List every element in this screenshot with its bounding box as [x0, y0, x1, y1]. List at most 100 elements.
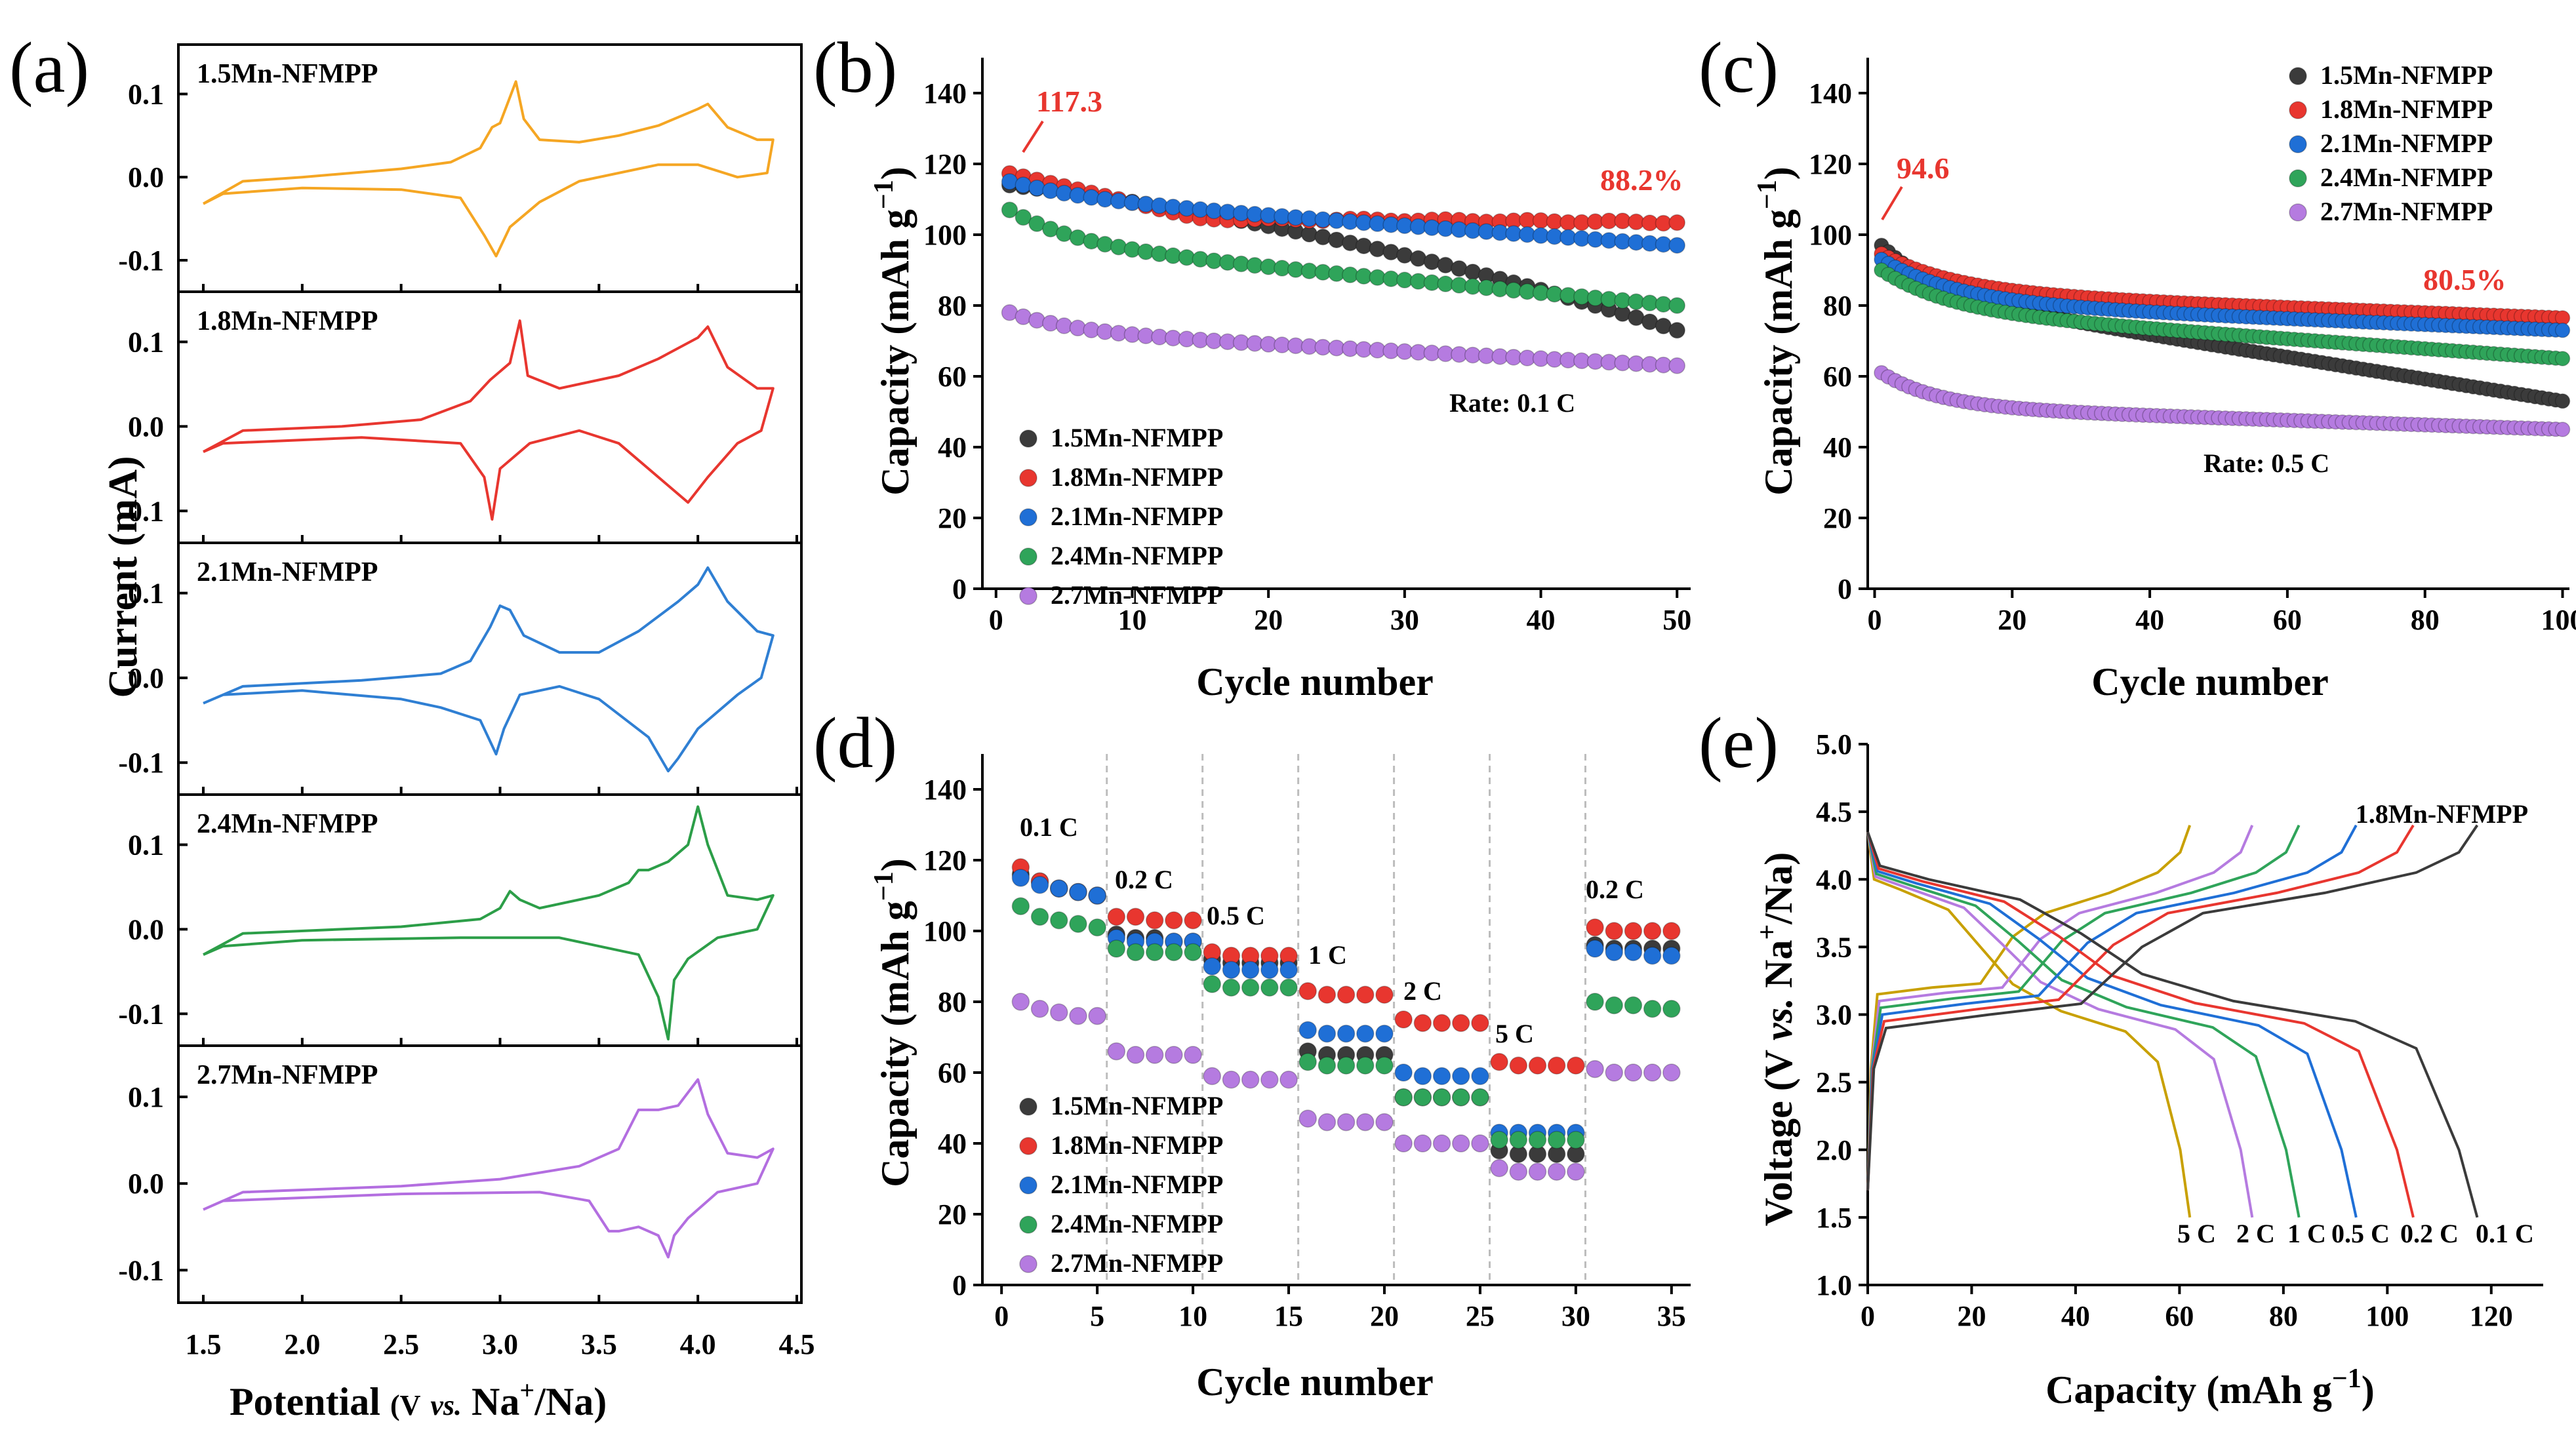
y-tick-label: 0.1 — [128, 78, 164, 110]
data-point — [1298, 1053, 1317, 1071]
data-point — [1011, 993, 1030, 1011]
x-tick-label: 0 — [1861, 1300, 1875, 1332]
data-point — [1298, 1109, 1317, 1128]
y-tick-label: -0.1 — [118, 245, 164, 277]
x-tick-label: 30 — [1390, 604, 1419, 636]
cv-x-ticklabels: 1.5 2.0 2.5 3.0 3.5 4.0 4.5 — [186, 1328, 815, 1360]
data-point — [1528, 1130, 1547, 1149]
data-point — [1318, 1113, 1337, 1132]
y-tick-label: 120 — [923, 844, 967, 877]
y-tick-label: 100 — [923, 219, 967, 251]
data-point — [1260, 960, 1279, 979]
legend-label: 1.5Mn-NFMPP — [1051, 423, 1223, 452]
data-point — [1567, 1056, 1585, 1075]
panel-c-letter: (c) — [1699, 28, 1779, 108]
data-point — [1547, 1056, 1566, 1075]
data-point — [1356, 1024, 1375, 1043]
data-point — [1222, 1071, 1241, 1089]
cv-xlabel-part: + — [519, 1375, 534, 1405]
y-tick-label: 4.0 — [1816, 863, 1852, 896]
x-tick-label: 40 — [2135, 604, 2164, 636]
cv-curve — [203, 566, 775, 773]
panel-d-letter: (d) — [813, 703, 897, 783]
ylabel-part: vs. — [1757, 998, 1800, 1040]
b-y-axis-label: Capacity (mAh g−1) — [869, 167, 917, 496]
data-point — [1394, 1134, 1413, 1153]
data-point — [1241, 960, 1260, 979]
data-point — [1184, 943, 1202, 962]
rate-label: 0.5 C — [2331, 1219, 2390, 1248]
data-point — [1490, 1159, 1508, 1177]
y-tick-label: 0.0 — [128, 161, 164, 193]
data-point — [1643, 922, 1662, 940]
x-tick-label: 0 — [994, 1300, 1009, 1332]
data-point — [1328, 231, 1345, 248]
y-tick-label: 0.0 — [128, 662, 164, 694]
data-point — [1184, 911, 1202, 930]
y-tick-label: 2.5 — [1816, 1067, 1852, 1099]
cv-subplot: 0.1 0.0 -0.1 2.7Mn-NFMPP — [118, 1044, 803, 1304]
start-capacity-annotation: 117.3 — [1036, 85, 1102, 118]
ylabel-part: −1 — [869, 871, 899, 901]
data-point — [1369, 240, 1386, 258]
data-point — [1432, 1014, 1451, 1033]
data-point — [1019, 547, 1037, 566]
start-capacity-annotation: 94.6 — [1897, 151, 1950, 185]
y-tick-label: 80 — [938, 290, 967, 322]
data-point — [1605, 996, 1623, 1015]
data-point — [1586, 939, 1604, 958]
xlabel-part: −1 — [2332, 1364, 2362, 1394]
data-point — [1356, 1056, 1375, 1075]
rate-label: 0.2 C — [2400, 1219, 2459, 1248]
rate-label: 0.1 C — [2476, 1219, 2534, 1248]
data-point — [2289, 203, 2307, 222]
cv-plots: 0.1 0.0 -0.1 1.5Mn-NFMPP 0.1 0.0 -0.1 1.8Mn-NFM… — [118, 43, 803, 1304]
ylabel-part: ) — [874, 858, 917, 871]
data-point — [1107, 1042, 1126, 1061]
legend-label: 1.5Mn-NFMPP — [1051, 1091, 1223, 1120]
cv-xlabel-part: Na — [472, 1380, 519, 1423]
cv-subplot-label: 2.1Mn-NFMPP — [197, 557, 378, 587]
cv-curve — [203, 805, 775, 1040]
x-tick-label: 100 — [2365, 1300, 2409, 1332]
y-tick-label: 60 — [1823, 361, 1852, 393]
data-point — [1643, 1000, 1662, 1018]
cycling-01c-plot: 0 10 20 30 40 50 0 20 40 60 80 100 120 140 1.5Mn-NFMPP… — [923, 58, 1691, 636]
data-point — [1643, 947, 1662, 965]
legend-label: 1.5Mn-NFMPP — [2320, 60, 2493, 90]
data-point — [1260, 978, 1279, 997]
data-point — [1019, 508, 1037, 526]
data-point — [1145, 943, 1164, 962]
cv-xlabel-part: /Na) — [534, 1380, 607, 1423]
data-point — [1375, 1056, 1394, 1075]
data-point — [1490, 1130, 1508, 1149]
x-tick-label: 0 — [989, 604, 1003, 636]
data-point — [1624, 922, 1643, 940]
data-point — [1668, 322, 1685, 339]
rate-label: 0.2 C — [1586, 875, 1644, 904]
y-tick-label: 0.1 — [128, 578, 164, 610]
data-point — [1279, 978, 1298, 997]
data-point — [2554, 351, 2571, 366]
x-tick-label: 80 — [2269, 1300, 2298, 1332]
x-tick-label: 35 — [1657, 1300, 1686, 1332]
rate-capability-plot: 0 5 10 15 20 25 30 35 0 20 40 60 80 100 120 140 0.1 C 0.2… — [923, 754, 1691, 1332]
data-point — [1203, 975, 1222, 993]
cv-subplot: 0.1 0.0 -0.1 1.5Mn-NFMPP — [118, 43, 803, 293]
y-tick-label: 20 — [938, 1198, 967, 1231]
data-point — [1279, 960, 1298, 979]
annotation-arrow — [1881, 186, 1903, 221]
legend-label: 2.1Mn-NFMPP — [1051, 1170, 1223, 1199]
data-point — [1509, 1056, 1528, 1075]
data-point — [1069, 882, 1087, 901]
data-point — [1432, 1067, 1451, 1086]
data-point — [1030, 1000, 1049, 1018]
e-y-axis-label: Voltage (V vs. Na+/Na) — [1752, 852, 1800, 1227]
y-tick-label: 120 — [923, 148, 967, 180]
ylabel-part: /Na) — [1757, 852, 1800, 925]
cv-x-axis-label: Potential (V vs. Na+/Na) — [230, 1375, 607, 1423]
y-tick-label: 140 — [923, 77, 967, 109]
legend-label: 2.1Mn-NFMPP — [2320, 128, 2493, 158]
x-tick-label: 20 — [1957, 1300, 1986, 1332]
y-tick-label: 100 — [923, 915, 967, 947]
